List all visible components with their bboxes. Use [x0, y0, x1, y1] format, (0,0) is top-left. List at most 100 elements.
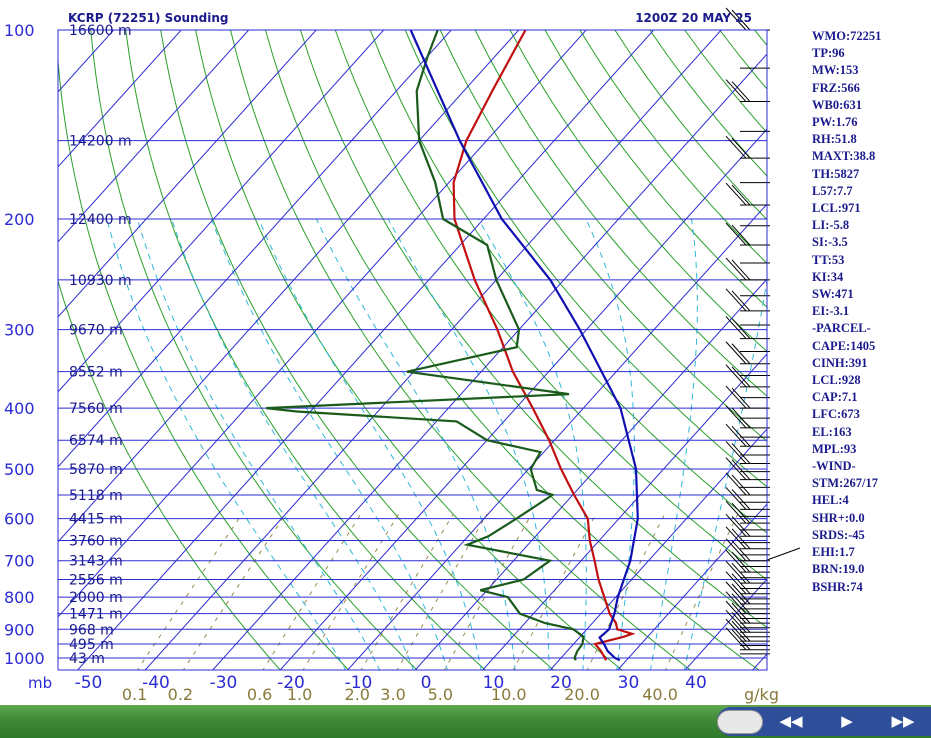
wind-barb-feather	[731, 366, 751, 388]
height-label: 14200 m	[69, 134, 132, 150]
mixing-ratio-label: 2.0	[345, 685, 370, 704]
isotherm-line	[77, 30, 655, 670]
mixing-ratio-label: 10.0	[491, 685, 527, 704]
wind-barb-feather	[725, 7, 747, 31]
index-item: -WIND-	[812, 459, 856, 474]
playback-controls: ◀◀ ▶ ▶▶	[717, 707, 931, 736]
index-item: TH:5827	[812, 166, 860, 181]
temperature-profile-line	[452, 30, 636, 661]
mixing-ratio-label: 1.0	[287, 685, 312, 704]
wind-barb-feather	[725, 472, 747, 496]
index-item: WMO:72251	[812, 29, 882, 43]
index-item: FRZ:566	[812, 80, 860, 95]
height-label: 6574 m	[69, 433, 123, 449]
wind-barb-feather	[725, 79, 747, 102]
index-item: SW:471	[812, 287, 854, 302]
sounding-date: 1200Z 20 MAY 25	[635, 11, 752, 25]
wind-barb-feather	[725, 364, 747, 388]
wind-barb-feather	[725, 538, 747, 562]
parcel-profile-line	[409, 30, 639, 662]
mixing-ratio-label: 40.0	[642, 685, 678, 704]
dry-adiabat-line	[334, 30, 767, 581]
height-label: 968 m	[69, 622, 114, 638]
wind-barb-feather	[731, 184, 751, 206]
wind-barb-feather	[731, 224, 751, 246]
temperature-tick-label: 0	[421, 673, 432, 693]
mixing-ratio-line	[586, 513, 666, 670]
loop-toggle-button[interactable]	[717, 710, 763, 734]
mixing-ratio-lines	[136, 513, 739, 670]
wind-barb-feather	[731, 343, 751, 365]
wind-barb-feather	[725, 487, 747, 510]
isotherm-line	[58, 30, 317, 318]
wind-barb-feather	[725, 627, 747, 651]
dry-adiabat-line	[230, 30, 692, 670]
isobars	[58, 29, 767, 659]
wind-barb-feather	[731, 425, 751, 447]
pressure-tick-label: 200	[4, 210, 35, 229]
isotherm-line	[549, 428, 767, 670]
wind-barb-feather	[731, 474, 751, 496]
wind-barb-feather	[731, 562, 751, 584]
height-label: 2000 m	[69, 590, 123, 606]
dry-adiabat-line	[58, 55, 350, 670]
pressure-tick-label: 800	[4, 588, 35, 607]
height-label: 8552 m	[69, 365, 123, 381]
plot-border	[57, 29, 768, 671]
wind-barb-feather	[731, 620, 751, 642]
moist-adiabat-line	[258, 218, 482, 670]
pressure-tick-label: 900	[4, 620, 35, 639]
index-item: L57:7.7	[812, 183, 853, 198]
wind-barb-feather	[725, 609, 747, 633]
next-frame-button[interactable]: ▶▶	[891, 712, 915, 730]
pressure-tick-label: 400	[4, 399, 35, 418]
wind-barb-feather	[725, 513, 747, 537]
isotherm-line	[144, 30, 722, 670]
dry-adiabat-line	[544, 30, 767, 308]
isotherm-line	[58, 30, 182, 168]
pressure-unit-label: mb	[28, 674, 52, 692]
dry-adiabat-line	[195, 30, 623, 670]
sounding-title: KCRP (72251) Sounding	[68, 11, 228, 25]
isotherm-line	[58, 30, 587, 618]
wind-barb-feather	[725, 423, 747, 447]
moist-adiabat-line	[649, 218, 698, 670]
dry-adiabat-line	[90, 30, 418, 670]
dry-adiabat-line	[509, 30, 767, 353]
wind-barb-feather	[725, 385, 747, 409]
temperature-tick-label: 20	[550, 673, 572, 693]
index-item: SRDS:-45	[812, 527, 865, 542]
index-item: RH:51.8	[812, 132, 857, 147]
wind-barb-feather	[731, 602, 751, 624]
temperature-tick-label: -20	[277, 673, 305, 693]
wind-barb-feather	[731, 318, 751, 339]
isotherm-line	[414, 278, 767, 670]
mixing-ratio-label: 0.1	[122, 685, 147, 704]
wind-barb-feather	[725, 500, 747, 524]
play-button[interactable]: ▶	[841, 712, 853, 730]
temperature-tick-label: 40	[685, 673, 707, 693]
wind-barb-feather	[725, 600, 747, 624]
wind-barb-feather	[725, 581, 747, 605]
mixing-ratio-line	[396, 513, 488, 670]
temperature-tick-label: -10	[345, 673, 373, 693]
previous-frame-button[interactable]: ◀◀	[779, 712, 803, 730]
pressure-tick-label: 300	[4, 321, 35, 340]
height-label: 1471 m	[69, 607, 123, 623]
temperature-tick-label: 30	[618, 673, 640, 693]
temperature-tick-label: -50	[75, 673, 103, 693]
index-item: MPL:93	[812, 441, 857, 456]
wind-barb-feather	[731, 540, 751, 562]
moist-adiabat-line	[478, 218, 587, 670]
mixing-ratio-label: 0.6	[247, 685, 272, 704]
wind-barb-feather	[725, 288, 747, 312]
dry-adiabat-line	[369, 30, 767, 534]
wind-barb-feather	[766, 547, 801, 561]
wind-barb-feather	[731, 290, 751, 312]
index-item: STM:267/17	[812, 476, 878, 491]
profile-lines	[266, 30, 639, 662]
wind-barb-feather	[731, 515, 751, 537]
mixing-ratio-line	[664, 513, 739, 670]
dewpoint-profile-line	[266, 30, 585, 661]
